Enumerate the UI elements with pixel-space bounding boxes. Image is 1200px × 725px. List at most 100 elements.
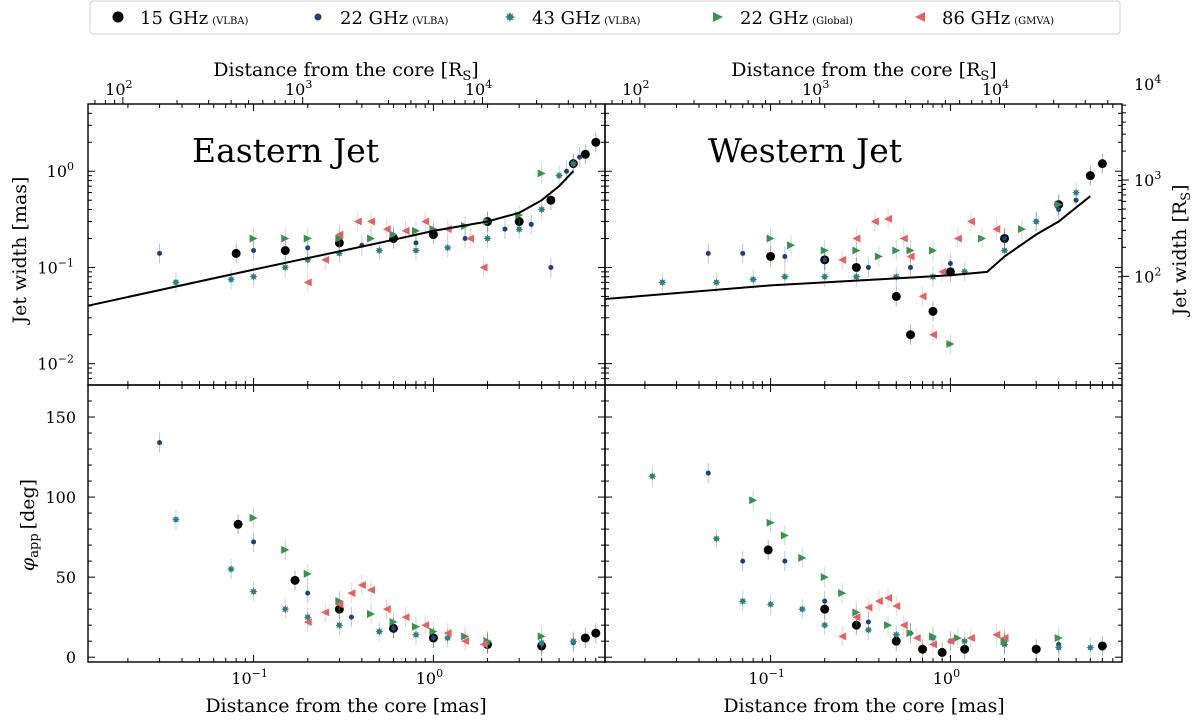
point-gmva86 [382, 605, 391, 614]
point-vlba15 [1097, 159, 1107, 169]
point-vlba43 [249, 272, 258, 281]
point-gmva86 [421, 217, 430, 226]
y2-tick-label: 104 [1134, 73, 1161, 94]
series-vlba43 [648, 466, 1095, 658]
point-gmva86 [401, 226, 410, 235]
point-vlba22 [1002, 235, 1008, 241]
point-vlba22 [782, 253, 788, 259]
point-global22 [367, 609, 376, 618]
point-global22 [766, 234, 775, 243]
y-axis-title-width-mas: Jet width [mas] [9, 177, 31, 326]
point-gmva86 [899, 621, 908, 630]
x-tick-label: 10−1 [231, 667, 268, 688]
point-vlba15 [937, 647, 947, 657]
point-global22 [303, 234, 312, 243]
point-global22 [946, 340, 955, 349]
point-vlba43 [1072, 188, 1081, 197]
point-global22 [852, 246, 861, 255]
point-gmva86 [938, 267, 947, 276]
panel-frame-eastern-phi [87, 384, 606, 663]
legend-sub-vlba22: (VLBA) [412, 16, 448, 27]
point-global22 [884, 621, 893, 630]
legend-frame [89, 0, 1121, 35]
point-vlba43 [227, 275, 236, 284]
series-gmva86 [838, 208, 1001, 345]
y2-tick-label: 103 [1134, 169, 1161, 190]
point-gmva86 [303, 617, 312, 626]
point-gmva86 [953, 234, 962, 243]
y-axis-title-phi: φapp[deg] [17, 479, 42, 571]
point-global22 [429, 627, 438, 636]
point-gmva86 [912, 633, 921, 642]
point-vlba22 [305, 245, 311, 251]
point-vlba15 [233, 519, 243, 529]
series-vlba22 [705, 463, 1062, 655]
series-vlba43 [658, 182, 1081, 293]
y-tick-label: 10−1 [37, 256, 74, 277]
legend-items: 15 GHz (VLBA) 22 GHz (VLBA) 43 GHz (VLBA) 22 G… [112, 8, 1054, 29]
point-vlba43 [820, 272, 829, 281]
point-vlba15 [580, 149, 590, 159]
point-gmva86 [946, 637, 955, 646]
point-vlba22 [413, 240, 419, 246]
y-tick-label: 10−2 [37, 353, 74, 374]
series-gmva86 [838, 587, 1009, 655]
y-axis-title-width-rs: Jet width [RS] [1169, 185, 1194, 318]
point-gmva86 [928, 330, 937, 339]
legend-sub-global22: (Global) [812, 16, 853, 27]
point-vlba15 [1097, 641, 1107, 651]
point-gmva86 [321, 255, 330, 264]
point-vlba22 [391, 625, 397, 631]
point-vlba15 [280, 246, 290, 256]
point-vlba15 [891, 291, 901, 301]
point-gmva86 [852, 613, 861, 622]
point-vlba22 [705, 250, 711, 256]
point-vlba43 [820, 621, 829, 630]
point-vlba22 [740, 558, 746, 564]
point-global22 [1054, 633, 1063, 642]
series-gmva86 [303, 211, 488, 293]
point-global22 [953, 633, 962, 642]
point-vlba43 [412, 246, 420, 255]
point-vlba15 [591, 137, 601, 147]
point-vlba22 [502, 226, 508, 232]
point-global22 [749, 496, 758, 505]
series-global22 [249, 163, 546, 249]
point-gmva86 [303, 278, 312, 287]
point-vlba15 [591, 628, 601, 638]
panel-eastern-width: 102 103 104 10−2 10−1 100 Eastern Jet [37, 78, 606, 386]
point-global22 [787, 241, 796, 250]
point-global22 [852, 608, 861, 617]
point-vlba15 [851, 262, 861, 272]
legend-sub-vlba15: (VLBA) [212, 16, 248, 27]
point-global22 [367, 234, 376, 243]
point-vlba43 [537, 638, 546, 647]
legend-label-vlba22: 22 GHz [340, 8, 408, 29]
panel-frame-western-phi [604, 384, 1123, 663]
point-global22 [838, 589, 847, 598]
point-gmva86 [479, 640, 488, 649]
x-tick-label: 100 [416, 667, 443, 688]
point-vlba43 [852, 272, 861, 281]
x2-tick-label: 104 [465, 78, 492, 99]
legend-label-vlba15: 15 GHz [140, 8, 208, 29]
point-vlba15 [851, 620, 861, 630]
y-tick-label: 100 [47, 160, 74, 181]
point-vlba15 [514, 217, 524, 227]
point-vlba22 [251, 248, 257, 254]
plot-layer: 102 103 104 10−2 10−1 100 Eastern Jet 102 103 104… [37, 73, 1161, 688]
point-vlba15 [1085, 171, 1095, 181]
point-gmva86 [928, 640, 937, 649]
point-vlba43 [335, 621, 344, 630]
point-global22 [978, 234, 987, 243]
point-vlba43 [375, 627, 384, 636]
point-gmva86 [443, 629, 452, 638]
legend-label-vlba43: 43 GHz [532, 8, 600, 29]
point-vlba43 [281, 605, 290, 614]
point-global22 [928, 246, 937, 255]
point-global22 [249, 234, 258, 243]
y-tick-label: 50 [56, 568, 76, 587]
legend-label-gmva86: 86 GHz [942, 8, 1010, 29]
point-vlba22 [430, 635, 436, 641]
